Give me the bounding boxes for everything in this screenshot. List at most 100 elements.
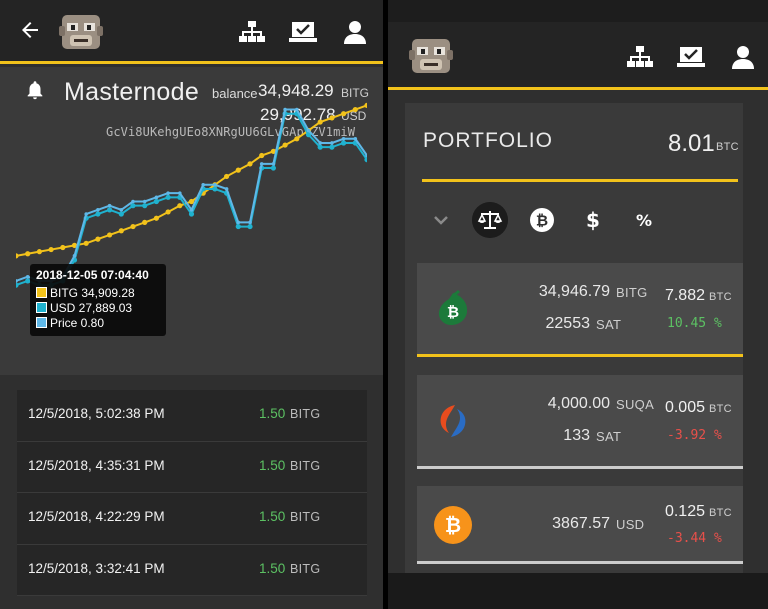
data-point-usd[interactable] [364, 157, 367, 163]
data-point-price[interactable] [365, 153, 367, 158]
dollar-icon[interactable]: $ [575, 202, 611, 238]
data-point-bitg[interactable] [107, 232, 113, 238]
data-point-usd[interactable] [130, 203, 136, 209]
data-point-usd[interactable] [188, 211, 195, 217]
data-point-bitg[interactable] [188, 198, 195, 205]
data-point-price[interactable] [84, 212, 88, 216]
data-point-price[interactable] [271, 162, 276, 166]
data-point-price[interactable] [107, 203, 112, 208]
data-point-bitg[interactable] [153, 215, 159, 221]
data-point-bitg[interactable] [83, 240, 89, 246]
data-point-bitg[interactable] [118, 228, 124, 234]
data-point-price[interactable] [201, 182, 205, 187]
list-item[interactable]: 12/5/2018, 3:32:41 PM 1.50 BITG [17, 544, 367, 596]
bitcoin-icon[interactable]: ₿ [524, 202, 560, 238]
data-point-bitg[interactable] [294, 136, 300, 142]
data-point-bitg[interactable] [364, 102, 367, 108]
data-point-usd[interactable] [95, 211, 101, 217]
data-point-bitg[interactable] [165, 209, 171, 215]
data-point-price[interactable] [248, 220, 252, 225]
data-point-bitg[interactable] [352, 106, 358, 113]
back-arrow-icon[interactable] [18, 18, 42, 42]
data-point-usd[interactable] [212, 186, 218, 192]
data-point-usd[interactable] [165, 194, 171, 200]
data-point-bitg[interactable] [130, 223, 136, 230]
data-point-usd[interactable] [329, 144, 335, 150]
user-icon[interactable] [729, 45, 757, 69]
data-point-price[interactable] [166, 191, 170, 195]
list-item[interactable]: 12/5/2018, 4:35:31 PM 1.50 BITG [17, 441, 367, 493]
data-point-usd[interactable] [153, 198, 159, 205]
balance-scale-icon[interactable] [472, 202, 508, 238]
coin-row-suqa[interactable]: 4,000.00 SUQA 133 SAT 0.005 BTC -3.92 % [417, 375, 743, 469]
data-point-bitg[interactable] [177, 203, 183, 209]
coin-btc-value: 7.882 [664, 287, 705, 304]
data-point-bitg[interactable] [317, 119, 323, 125]
checkbox-inbox-icon[interactable] [677, 45, 705, 69]
data-point-usd[interactable] [107, 207, 113, 213]
data-point-usd[interactable] [142, 203, 148, 209]
data-point-price[interactable] [142, 199, 147, 204]
data-point-bitg[interactable] [341, 111, 347, 117]
data-point-usd[interactable] [305, 132, 312, 138]
data-point-bitg[interactable] [16, 253, 19, 259]
data-point-bitg[interactable] [36, 249, 42, 255]
data-point-price[interactable] [154, 195, 159, 200]
data-point-price[interactable] [353, 137, 358, 141]
data-point-usd[interactable] [247, 223, 253, 230]
data-point-usd[interactable] [16, 282, 19, 288]
data-point-usd[interactable] [317, 144, 323, 150]
coin-unit: USD [616, 517, 645, 532]
data-point-bitg[interactable] [95, 236, 101, 242]
list-item[interactable]: 12/5/2018, 5:02:38 PM 1.50 BITG [17, 390, 367, 442]
data-point-bitg[interactable] [329, 115, 335, 121]
data-point-bitg[interactable] [282, 142, 288, 148]
data-point-price[interactable] [72, 254, 77, 258]
data-point-bitg[interactable] [60, 244, 66, 251]
data-point-bitg[interactable] [25, 251, 31, 257]
data-point-usd[interactable] [235, 223, 241, 230]
data-point-price[interactable] [236, 220, 241, 225]
data-point-price[interactable] [224, 187, 229, 191]
bell-icon[interactable] [24, 79, 46, 101]
list-item[interactable]: 12/5/2018, 4:22:29 PM 1.50 BITG [17, 493, 367, 545]
data-point-price[interactable] [259, 162, 264, 166]
data-point-bitg[interactable] [142, 219, 148, 225]
page-title: Masternode [64, 78, 200, 106]
data-point-usd[interactable] [118, 211, 124, 217]
data-point-bitg[interactable] [48, 246, 54, 253]
chevron-down-icon[interactable] [423, 202, 459, 238]
data-point-usd[interactable] [270, 165, 276, 171]
data-point-price[interactable] [213, 182, 217, 187]
data-point-price[interactable] [96, 208, 100, 212]
data-point-price[interactable] [306, 128, 311, 133]
data-point-usd[interactable] [25, 278, 31, 284]
data-point-bitg[interactable] [247, 161, 253, 167]
coin-unit: SUQA [616, 397, 655, 412]
coin-row-btc[interactable]: ₿ 3867.57 USD 0.125 BTC -3.44 % [417, 486, 743, 564]
data-point-price[interactable] [330, 141, 334, 145]
data-point-bitg[interactable] [259, 152, 265, 159]
data-point-price[interactable] [341, 137, 346, 141]
data-point-price[interactable] [189, 208, 194, 212]
data-point-price[interactable] [318, 141, 323, 145]
data-point-usd[interactable] [341, 140, 347, 146]
coin-row-bitg[interactable]: ₿ 34,946.79 BITG 22553 SAT 7.882 BTC 10.… [417, 263, 743, 357]
data-point-bitg[interactable] [235, 167, 241, 173]
data-point-price[interactable] [295, 107, 299, 112]
user-icon[interactable] [341, 20, 369, 44]
data-point-bitg[interactable] [224, 173, 230, 180]
data-point-price[interactable] [131, 199, 135, 204]
data-point-price[interactable] [283, 107, 287, 112]
data-point-price[interactable] [25, 274, 30, 279]
percent-icon[interactable]: % [626, 202, 662, 238]
network-icon[interactable] [626, 45, 654, 69]
data-point-price[interactable] [119, 208, 124, 212]
data-point-price[interactable] [178, 191, 182, 195]
data-point-price[interactable] [16, 279, 18, 283]
checkbox-inbox-icon[interactable] [289, 20, 317, 44]
data-point-bitg[interactable] [270, 148, 276, 154]
data-point-bitg[interactable] [71, 242, 78, 248]
network-icon[interactable] [238, 20, 266, 44]
monkey-logo-icon [409, 39, 453, 73]
